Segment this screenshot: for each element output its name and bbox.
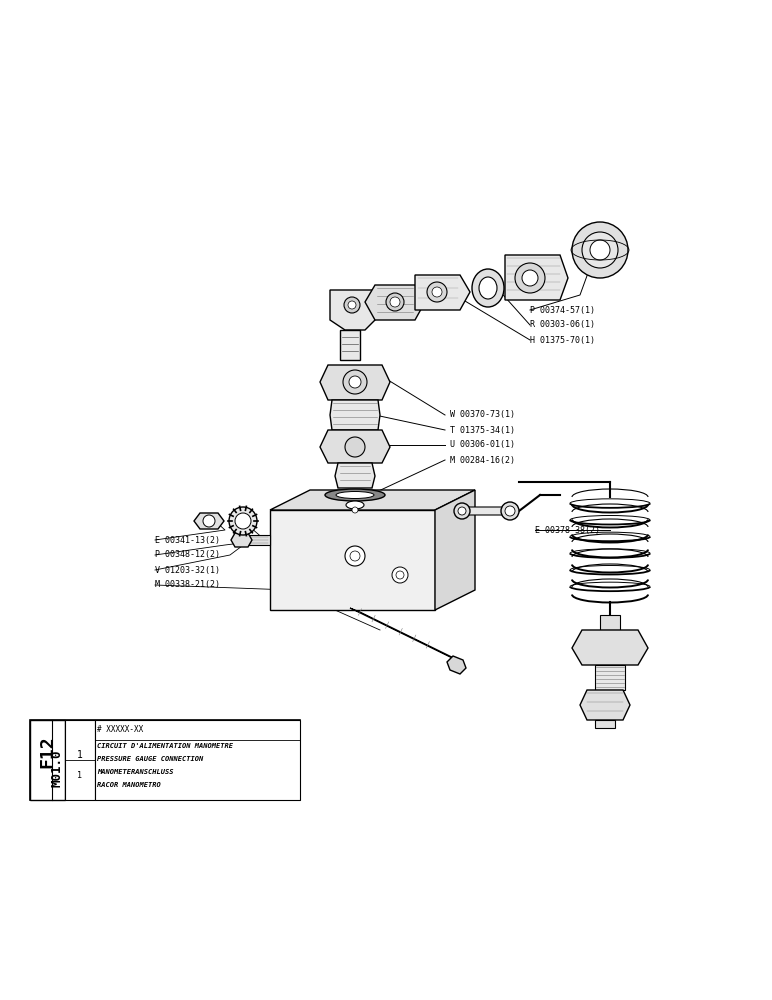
- Circle shape: [344, 297, 360, 313]
- Text: M 00284-16(2): M 00284-16(2): [450, 456, 515, 464]
- Polygon shape: [330, 400, 380, 430]
- Text: E 00341-13(2): E 00341-13(2): [155, 536, 220, 544]
- Polygon shape: [468, 507, 508, 515]
- Polygon shape: [447, 656, 466, 674]
- Text: # XXXXX-XX: # XXXXX-XX: [97, 726, 144, 734]
- Circle shape: [390, 297, 400, 307]
- Polygon shape: [415, 275, 470, 310]
- Text: V 01203-32(1): V 01203-32(1): [155, 566, 220, 574]
- Polygon shape: [231, 533, 252, 547]
- Polygon shape: [595, 665, 625, 690]
- Text: H 01375-70(1): H 01375-70(1): [530, 336, 595, 344]
- Polygon shape: [588, 228, 612, 244]
- Text: E 00378-38(2): E 00378-38(2): [535, 526, 600, 534]
- Polygon shape: [572, 630, 648, 665]
- Circle shape: [396, 571, 404, 579]
- Bar: [565, 490, 655, 600]
- Text: T 01375-34(1): T 01375-34(1): [450, 426, 515, 434]
- Circle shape: [352, 507, 358, 513]
- Ellipse shape: [325, 489, 385, 501]
- Circle shape: [515, 263, 545, 293]
- Text: PRESSURE GAUGE CONNECTION: PRESSURE GAUGE CONNECTION: [97, 756, 203, 762]
- Ellipse shape: [336, 491, 374, 498]
- Polygon shape: [320, 430, 390, 463]
- Polygon shape: [270, 510, 435, 610]
- Polygon shape: [340, 330, 360, 360]
- Polygon shape: [435, 490, 475, 610]
- Polygon shape: [600, 615, 620, 630]
- Circle shape: [501, 502, 519, 520]
- Circle shape: [458, 507, 466, 515]
- Circle shape: [392, 567, 408, 583]
- Circle shape: [454, 503, 470, 519]
- Text: U 00306-01(1): U 00306-01(1): [450, 440, 515, 450]
- Text: CIRCUIT D'ALIMENTATION MANOMETRE: CIRCUIT D'ALIMENTATION MANOMETRE: [97, 743, 233, 749]
- Circle shape: [349, 376, 361, 388]
- Polygon shape: [595, 720, 615, 728]
- Polygon shape: [65, 720, 95, 800]
- Circle shape: [386, 293, 404, 311]
- Polygon shape: [30, 720, 65, 800]
- Text: RACOR MANOMETRO: RACOR MANOMETRO: [97, 782, 161, 788]
- Text: P 00374-57(1): P 00374-57(1): [530, 306, 595, 314]
- Polygon shape: [248, 535, 270, 545]
- Circle shape: [229, 507, 257, 535]
- Circle shape: [348, 301, 356, 309]
- Ellipse shape: [479, 277, 497, 299]
- Polygon shape: [95, 720, 300, 800]
- Text: P 00348-12(2): P 00348-12(2): [155, 550, 220, 560]
- Text: R 00303-06(1): R 00303-06(1): [530, 320, 595, 330]
- Circle shape: [343, 370, 367, 394]
- Circle shape: [522, 270, 538, 286]
- Polygon shape: [270, 490, 475, 510]
- Polygon shape: [30, 720, 300, 800]
- Polygon shape: [335, 463, 375, 488]
- Circle shape: [505, 506, 515, 516]
- Text: M01.0: M01.0: [50, 749, 63, 787]
- Circle shape: [235, 513, 251, 529]
- Circle shape: [350, 551, 360, 561]
- Text: W 00370-73(1): W 00370-73(1): [450, 410, 515, 420]
- Text: 1: 1: [77, 770, 83, 780]
- Polygon shape: [580, 690, 630, 720]
- Polygon shape: [365, 285, 425, 320]
- Circle shape: [427, 282, 447, 302]
- Circle shape: [345, 437, 365, 457]
- Polygon shape: [320, 365, 390, 400]
- Polygon shape: [505, 255, 568, 300]
- Circle shape: [590, 240, 610, 260]
- Text: 1: 1: [77, 750, 83, 760]
- Circle shape: [432, 287, 442, 297]
- Polygon shape: [350, 608, 460, 661]
- Ellipse shape: [472, 269, 504, 307]
- Text: F12: F12: [38, 736, 56, 768]
- Circle shape: [203, 515, 215, 527]
- Ellipse shape: [346, 501, 364, 509]
- Circle shape: [345, 546, 365, 566]
- Polygon shape: [194, 513, 224, 529]
- Text: M 00338-21(2): M 00338-21(2): [155, 580, 220, 589]
- Circle shape: [582, 232, 618, 268]
- Circle shape: [572, 222, 628, 278]
- Polygon shape: [330, 290, 375, 330]
- Text: MANOMETERANSCHLUSS: MANOMETERANSCHLUSS: [97, 769, 174, 775]
